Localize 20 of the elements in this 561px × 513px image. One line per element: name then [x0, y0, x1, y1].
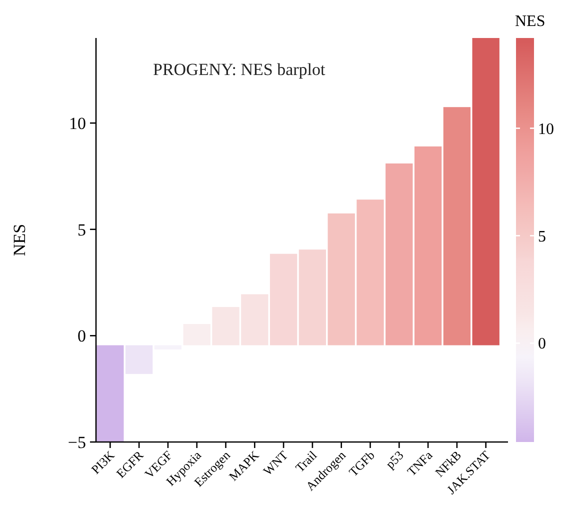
text: PROGENY: NES barplot — [153, 60, 326, 79]
bar — [154, 345, 182, 350]
bar — [386, 163, 413, 346]
color-bar-label: 5 — [538, 228, 546, 246]
color-bar-label: 0 — [538, 336, 546, 353]
y-axis-title: NES — [10, 224, 29, 256]
y-tick-label: 10 — [69, 114, 86, 134]
bar — [270, 254, 298, 346]
color-bar-label: 10 — [538, 120, 554, 138]
bar — [298, 250, 326, 346]
x-tick-label: p53 — [383, 448, 406, 472]
bar — [443, 107, 471, 346]
bar — [125, 345, 153, 374]
color-bar-title: NES — [515, 13, 546, 30]
bar — [472, 38, 500, 346]
bar — [96, 345, 124, 442]
y-tick-label: 0 — [78, 326, 86, 346]
bar — [414, 146, 442, 346]
y-tick-label: 5 — [78, 220, 86, 240]
y-tick-label: −5 — [68, 432, 86, 452]
